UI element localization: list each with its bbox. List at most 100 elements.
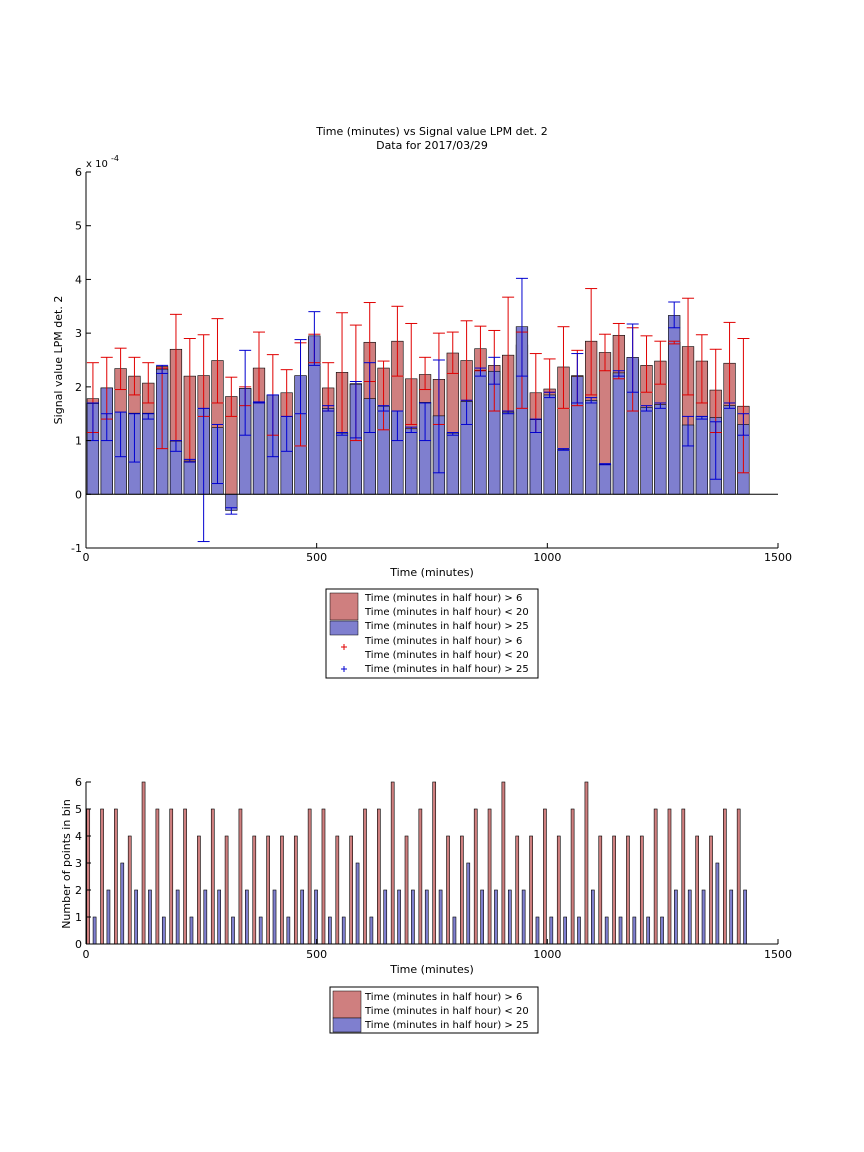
chart2-bar <box>114 808 118 945</box>
chart1-xtick-label: 1000 <box>533 551 561 564</box>
chart2-bar <box>300 889 305 945</box>
chart1-error-bar <box>640 405 653 412</box>
chart2-bar <box>563 916 567 945</box>
chart2-bar <box>473 808 478 945</box>
chart2-ytick-label: 5 <box>75 803 82 816</box>
chart2-bar <box>86 808 91 945</box>
chart1-error-bar <box>515 277 528 377</box>
chart1-error-bar <box>488 356 501 385</box>
chart2-bar <box>390 781 395 945</box>
legend1-swatch-blue <box>329 620 359 636</box>
chart2-ytick-label: 1 <box>75 911 82 924</box>
chart2-ytick-label: 2 <box>75 884 82 897</box>
chart2-bar <box>224 835 229 945</box>
chart2-bar <box>266 835 270 945</box>
chart1-error-bar <box>211 318 224 404</box>
chart2-bar <box>155 808 160 945</box>
chart1-error-bar <box>737 413 750 436</box>
legend2-label-1: Time (minutes in half hour) > 6 <box>364 992 522 1003</box>
chart1-error-bar <box>114 347 127 391</box>
chart2-bar <box>674 889 678 945</box>
chart1-error-bar <box>695 334 708 404</box>
chart1-error-bar <box>612 322 625 380</box>
chart2-bar <box>369 916 374 945</box>
chart2-bar <box>134 889 138 945</box>
chart2-bar <box>314 889 318 945</box>
chart1-error-bar <box>377 360 390 431</box>
chart1-error-bar <box>336 432 349 436</box>
chart2-bar <box>618 916 623 945</box>
chart2-bar <box>341 916 346 945</box>
chart2-bar <box>286 916 291 945</box>
chart1-error-bar <box>668 340 681 345</box>
chart1-error-bar <box>654 402 667 409</box>
chart2-bar <box>667 808 672 945</box>
chart1-bar <box>695 416 708 495</box>
chart2-bar <box>377 808 381 945</box>
chart1-bar <box>405 428 418 495</box>
legend1-label-1: Time (minutes in half hour) > 6 <box>364 593 522 604</box>
chart2-bar <box>203 889 208 945</box>
chart2-bar <box>543 808 547 945</box>
chart2-bar <box>709 835 713 945</box>
chart2-bar <box>556 835 561 945</box>
chart2-bar <box>189 916 194 945</box>
chart2-bar <box>591 889 595 945</box>
chart1-xtick-label: 0 <box>83 551 90 564</box>
chart2-bar <box>687 889 692 945</box>
chart2-xtick-label: 500 <box>306 948 327 961</box>
chart1-legend-box <box>325 588 539 679</box>
chart2-bar <box>507 889 512 945</box>
chart2-bar <box>335 835 340 945</box>
legend2-label-3: Time (minutes in half hour) > 25 <box>364 1020 529 1031</box>
chart2-axes: 0 1 2 3 4 5 6 0 500 1000 1500 <box>75 776 792 961</box>
chart2-legend-box <box>329 986 539 1034</box>
chart2-bar <box>446 835 450 945</box>
signal-chart: Time (minutes) vs Signal value LPM det. … <box>52 125 792 579</box>
chart1-ytick-label: 4 <box>75 273 82 286</box>
chart1-bar <box>474 369 487 495</box>
chart2-ytick-label: 4 <box>75 830 82 843</box>
chart1-error-bar <box>709 421 722 480</box>
chart1-error-bar <box>543 391 556 399</box>
chart1-error-bar <box>723 402 736 409</box>
chart2-bar <box>197 835 201 945</box>
chart1-error-bar <box>239 349 252 436</box>
chart1-ytick-label: 5 <box>75 220 82 233</box>
chart1-error-bar <box>446 432 459 436</box>
chart1-xtick-label: 1500 <box>764 551 792 564</box>
legend1-label-6: Time (minutes in half hour) > 25 <box>364 664 529 675</box>
chart1-error-bar <box>695 415 708 420</box>
chart2-bar <box>438 889 443 945</box>
chart1-bar <box>543 394 556 495</box>
chart1-title: Time (minutes) vs Signal value LPM det. … <box>315 125 547 138</box>
chart1-error-bar <box>543 358 556 393</box>
chart2-ylabel: Number of points in bin <box>60 799 73 929</box>
chart1-error-bar <box>529 418 542 434</box>
legend2-swatch-red <box>332 990 362 1019</box>
chart1-bar <box>335 432 349 495</box>
chart2-bar <box>252 835 257 945</box>
chart1-error-bar <box>197 407 210 543</box>
chart1-error-bar <box>626 323 639 393</box>
chart1-error-bar <box>183 458 196 463</box>
chart2-bar <box>653 808 658 945</box>
chart2-bar <box>328 916 332 945</box>
chart2-bar <box>321 808 326 945</box>
chart1-ytick-label: 3 <box>75 327 82 340</box>
chart2-xtick-label: 1500 <box>764 948 792 961</box>
chart1-error-bar <box>405 426 418 434</box>
chart2-bar <box>404 835 409 945</box>
chart2-ytick-label: 0 <box>75 938 82 951</box>
chart2-bar <box>418 808 423 945</box>
chart2-bar <box>411 889 415 945</box>
chart1-ytick-label: -1 <box>71 542 82 555</box>
chart2-bar <box>100 808 104 945</box>
chart1-xtick-label: 500 <box>306 551 327 564</box>
chart1-error-bar <box>142 362 155 404</box>
chart2-bar <box>598 835 603 945</box>
chart2-bar <box>501 781 506 945</box>
chart2-bar <box>466 862 471 945</box>
chart1-ytick-label: 1 <box>75 435 82 448</box>
